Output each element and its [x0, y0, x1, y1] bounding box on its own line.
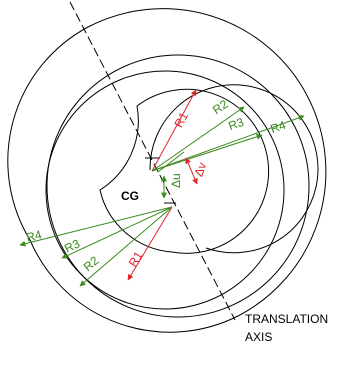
delta-arrows: [157, 151, 198, 199]
outer-ring: [7, 8, 327, 333]
translation-axis-label-line2: AXIS: [245, 330, 272, 344]
r1-bottom-line: [127, 206, 173, 281]
label-r3-bottom: R3: [62, 236, 82, 255]
label-r1-bottom: R1: [126, 249, 146, 270]
label-r2-bottom: R2: [81, 253, 102, 274]
label-r4-top: R4: [268, 118, 288, 137]
cg-marks: [145, 157, 176, 204]
label-cg: CG: [121, 189, 139, 203]
rings: [7, 8, 327, 333]
delta-v-arrow: [185, 157, 198, 185]
ring-r3: [46, 54, 310, 318]
inner-arc: [99, 88, 270, 254]
ring-r2: [45, 70, 285, 310]
r4-top-line: [151, 115, 305, 172]
label-delta-v: Δv: [191, 161, 209, 179]
r3-bottom-line: [61, 206, 173, 259]
bottom-radii: [19, 206, 173, 287]
r2-bottom-line: [79, 206, 173, 287]
label-delta-u: Δu: [169, 173, 183, 188]
label-r3-top: R3: [226, 115, 246, 134]
r2-top-line: [151, 106, 245, 172]
translation-axis: [69, 1, 236, 321]
inner-arc-right: [149, 84, 319, 254]
label-r4-bottom: R4: [25, 227, 44, 244]
top-radii: [151, 89, 305, 172]
translation-axis-label-line1: TRANSLATION: [245, 312, 328, 326]
r1-top-line: [151, 89, 197, 172]
label-r1-top: R1: [171, 110, 191, 130]
r3-top-line: [151, 133, 263, 172]
r4-bottom-line: [19, 206, 173, 247]
